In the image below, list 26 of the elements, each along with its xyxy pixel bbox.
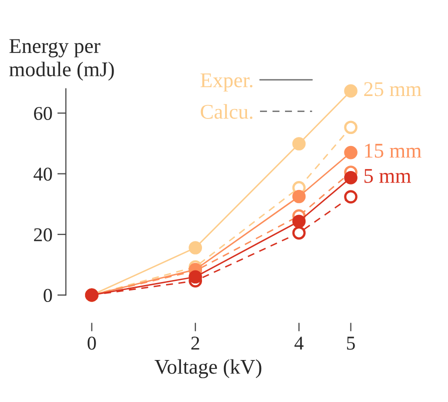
y-tick-label: 20: [34, 228, 52, 242]
x-tick-label: 4: [294, 336, 304, 350]
point: [344, 146, 358, 160]
point: [344, 120, 358, 134]
point: [188, 270, 202, 284]
x-tick-label: 5: [347, 336, 355, 350]
point: [344, 84, 358, 98]
y-tick-label: 60: [34, 106, 52, 120]
y-tick-label: 40: [34, 168, 52, 181]
point: [292, 137, 306, 150]
y-tick-label: 0: [44, 288, 52, 302]
y-axis-title: Energy per module (mJ): [9, 39, 114, 81]
point: [292, 214, 306, 228]
series-label: 15 mm: [365, 144, 422, 158]
point: [188, 241, 202, 254]
point: [344, 171, 358, 184]
x-tick-label: 2: [191, 336, 200, 350]
annotation: Exper.: [200, 73, 252, 92]
x-axis-title: Voltage (kV): [154, 359, 262, 378]
series-label: 5 mm: [364, 169, 411, 183]
point: [344, 190, 358, 204]
x-tick-label: 0: [88, 336, 96, 350]
point: [292, 226, 306, 240]
annotation: Calcu.: [200, 104, 252, 119]
point: [292, 190, 306, 204]
series-label: 25 mm: [364, 82, 422, 96]
